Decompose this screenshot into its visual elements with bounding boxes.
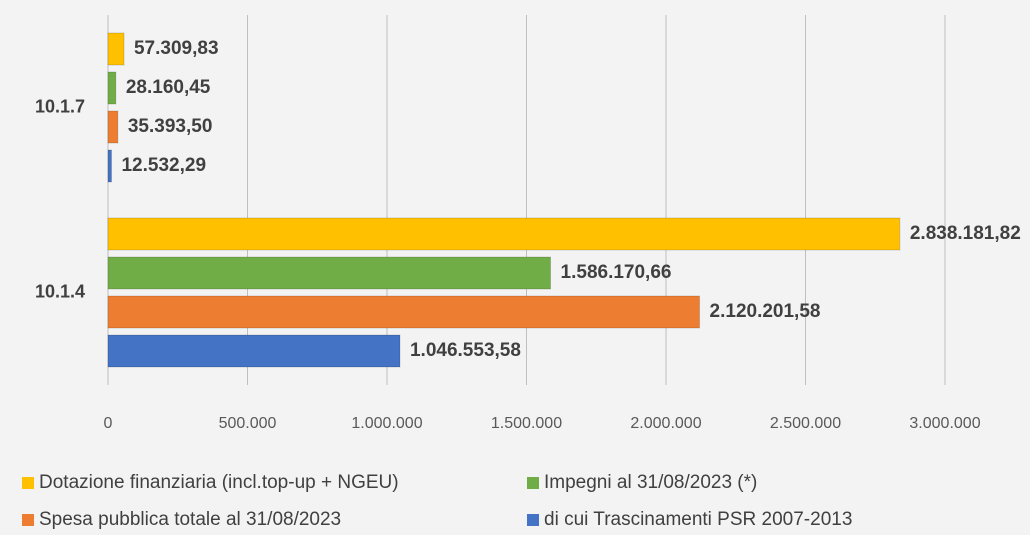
- value-label: 1.586.170,66: [561, 262, 672, 283]
- value-label: 12.532,29: [121, 155, 206, 176]
- bar: [107, 71, 117, 105]
- value-label: 35.393,50: [128, 116, 213, 137]
- value-label: 2.120.201,58: [710, 301, 821, 322]
- legend-label: Spesa pubblica totale al 31/08/2023: [39, 509, 341, 530]
- bar: [107, 334, 401, 368]
- x-tick-label: 500.000: [219, 415, 277, 432]
- value-label: 28.160,45: [126, 77, 211, 98]
- x-tick-label: 1.000.000: [351, 415, 422, 432]
- x-tick-label: 3.000.000: [909, 415, 980, 432]
- x-tick-label: 2.500.000: [770, 415, 841, 432]
- legend-swatch: [22, 477, 34, 489]
- category-label: 10.1.4: [35, 281, 85, 301]
- x-tick-label: 1.500.000: [491, 415, 562, 432]
- legend-swatch: [527, 514, 539, 526]
- category-label: 10.1.7: [35, 96, 85, 116]
- legend-swatch: [527, 477, 539, 489]
- bar: [107, 32, 125, 66]
- bar: [107, 149, 112, 183]
- value-label: 2.838.181,82: [910, 223, 1021, 244]
- bar: [107, 256, 552, 290]
- bar: [107, 295, 701, 329]
- value-label: 1.046.553,58: [410, 340, 521, 361]
- legend-label: Impegni al 31/08/2023 (*): [544, 472, 757, 493]
- bar: [107, 110, 119, 144]
- legend-swatch: [22, 514, 34, 526]
- x-tick-label: 2.000.000: [630, 415, 701, 432]
- x-tick-label: 0: [104, 415, 113, 432]
- bar: [107, 217, 901, 251]
- value-label: 57.309,83: [134, 38, 219, 59]
- legend-label: Dotazione finanziaria (incl.top-up + NGE…: [39, 472, 399, 493]
- legend-label: di cui Trascinamenti PSR 2007-2013: [544, 509, 852, 530]
